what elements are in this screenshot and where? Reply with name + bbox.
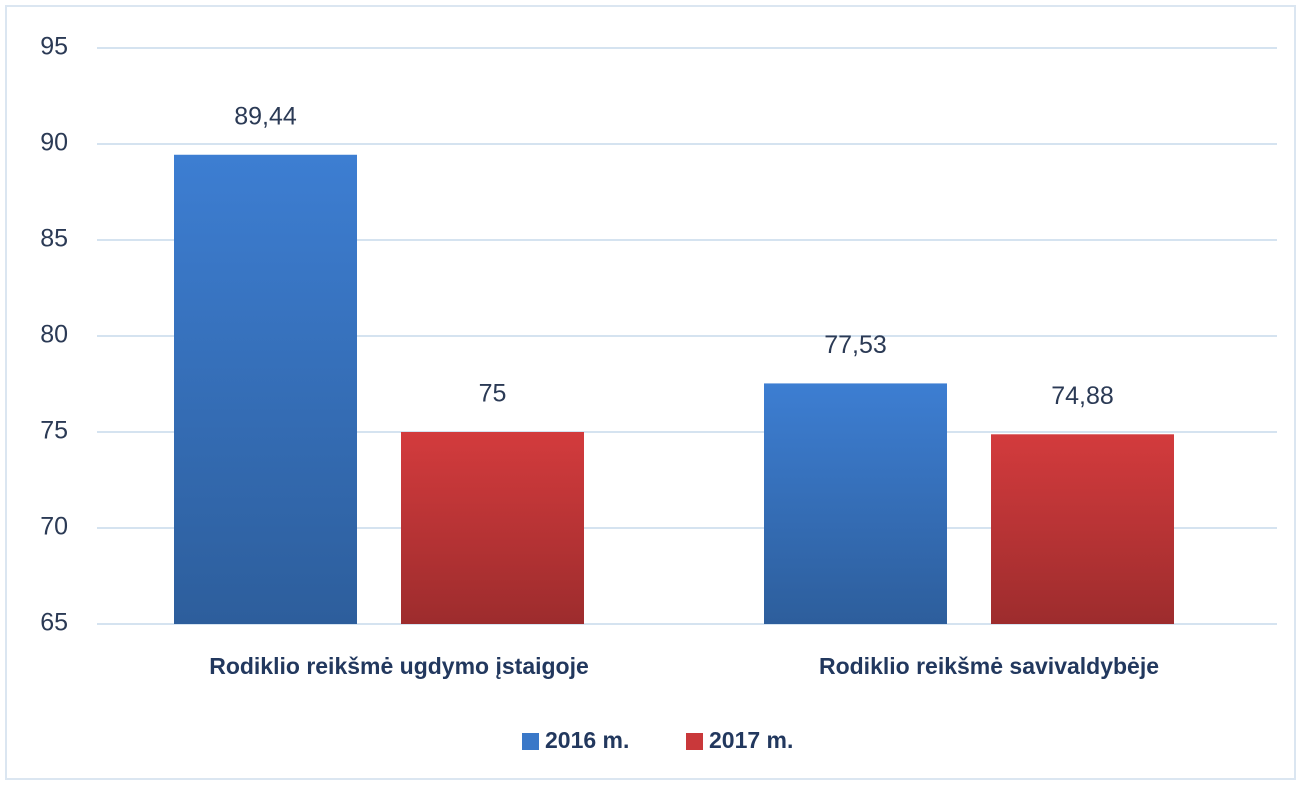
legend-label: 2016 m. — [545, 727, 629, 753]
data-label: 74,88 — [1051, 382, 1114, 410]
legend-label: 2017 m. — [709, 727, 793, 753]
y-tick-label: 70 — [40, 513, 68, 541]
data-label: 77,53 — [824, 331, 887, 359]
data-label: 75 — [479, 380, 507, 408]
bar — [174, 154, 357, 624]
data-label: 89,44 — [234, 102, 297, 130]
x-tick-label: Rodiklio reikšmė savivaldybėje — [819, 653, 1159, 679]
y-tick-label: 90 — [40, 129, 68, 157]
bar — [991, 434, 1174, 624]
y-tick-label: 95 — [40, 33, 68, 61]
x-tick-label: Rodiklio reikšmė ugdymo įstaigoje — [209, 653, 589, 679]
y-tick-label: 85 — [40, 225, 68, 253]
bar — [401, 432, 584, 624]
y-tick-label: 80 — [40, 321, 68, 349]
legend-swatch — [522, 733, 539, 750]
bar — [764, 383, 947, 624]
y-tick-label: 65 — [40, 609, 68, 637]
y-tick-label: 75 — [40, 417, 68, 445]
legend-swatch — [686, 733, 703, 750]
